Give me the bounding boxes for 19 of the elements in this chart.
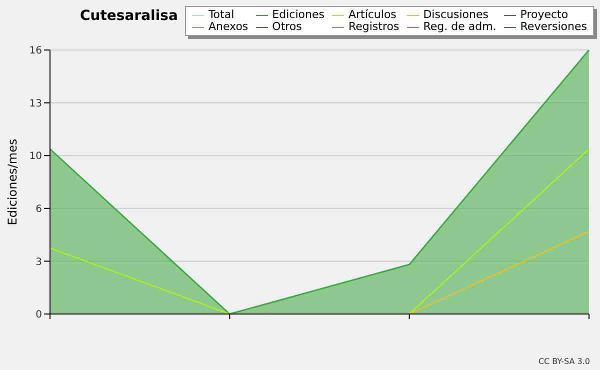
legend-label: Artículos bbox=[347, 8, 398, 21]
legend-label: Registros bbox=[347, 20, 400, 33]
legend-label: Anexos bbox=[207, 20, 248, 33]
y-tick-label: 10 bbox=[29, 151, 42, 162]
y-tick-label: 3 bbox=[36, 256, 42, 268]
legend-label: Discusiones bbox=[422, 8, 490, 21]
y-tick-label: 16 bbox=[29, 46, 42, 57]
y-tick-label: 0 bbox=[36, 310, 42, 321]
legend-label: Reversiones bbox=[519, 20, 587, 33]
y-tick-label: 6 bbox=[36, 204, 42, 215]
y-tick-label: 13 bbox=[29, 98, 42, 110]
legend-label: Ediciones bbox=[271, 8, 324, 21]
chart-title: Cutesaralisa bbox=[80, 8, 178, 24]
legend-label: Proyecto bbox=[519, 8, 570, 21]
y-axis-title: Ediciones/mes bbox=[5, 138, 20, 226]
legend-label: Otros bbox=[271, 20, 303, 33]
text: CC BY-SA 3.0 bbox=[538, 357, 590, 366]
legend-label: Total bbox=[207, 8, 236, 21]
legend-label: Reg. de adm. bbox=[422, 20, 496, 33]
